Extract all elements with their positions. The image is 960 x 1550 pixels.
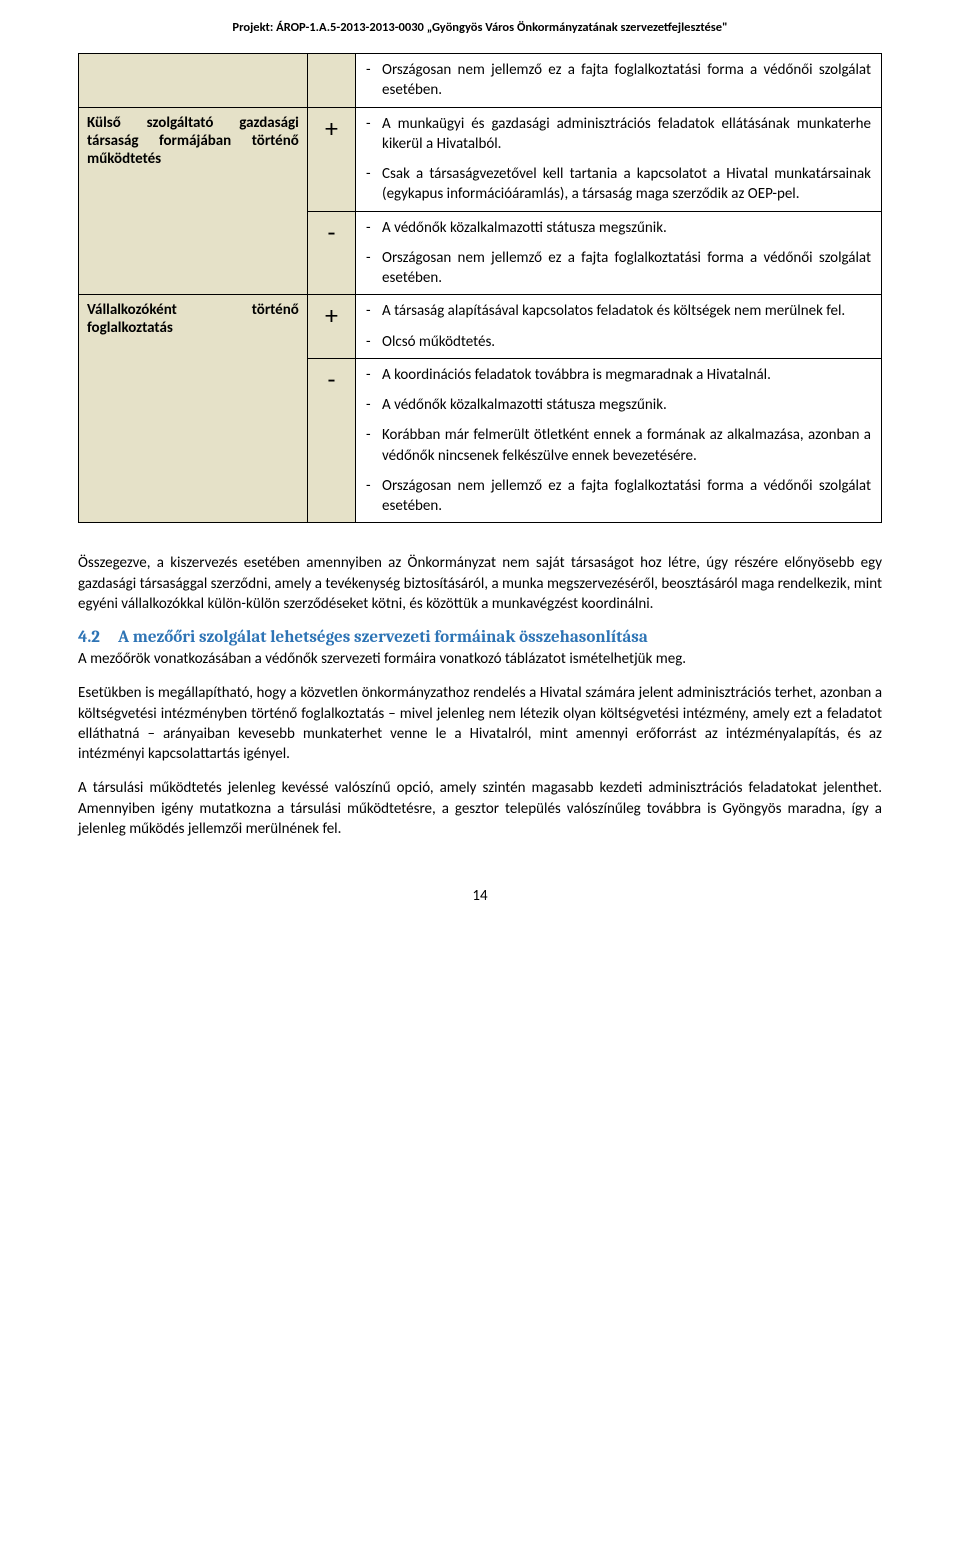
table-row: Vállalkozóként történő foglalkoztatás + … xyxy=(79,295,882,359)
summary-paragraph: Összegezve, a kiszervezés esetében amenn… xyxy=(78,553,882,614)
list-item: A társaság alapításával kapcsolatos fela… xyxy=(380,301,871,321)
section-title: A mezőőri szolgálat lehetséges szervezet… xyxy=(118,628,648,647)
list-item: Országosan nem jellemző ez a fajta fogla… xyxy=(380,248,871,289)
row-content: A koordinációs feladatok továbbra is meg… xyxy=(356,358,882,523)
label-part: Vállalkozóként xyxy=(87,301,177,319)
list-item: Országosan nem jellemző ez a fajta fogla… xyxy=(380,476,871,517)
list-item: A koordinációs feladatok továbbra is meg… xyxy=(380,365,871,385)
section-heading: 4.2 A mezőőri szolgálat lehetséges szerve… xyxy=(78,628,882,647)
page-header: Projekt: ÁROP-1.A.5-2013-2013-0030 „Gyön… xyxy=(78,20,882,35)
row-content: A védőnők közalkalmazotti státusza megsz… xyxy=(356,211,882,295)
list-item: Csak a társaságvezetővel kell tartania a… xyxy=(380,164,871,205)
row-label: Külső szolgáltató gazdasági társaság for… xyxy=(79,107,308,295)
label-part: foglalkoztatás xyxy=(87,319,173,337)
row-sign xyxy=(307,54,355,108)
row-sign: + xyxy=(307,107,355,211)
row-content: A munkaügyi és gazdasági adminisztrációs… xyxy=(356,107,882,211)
list-item: Országosan nem jellemző ez a fajta fogla… xyxy=(380,60,871,101)
row-label xyxy=(79,54,308,108)
row-sign: - xyxy=(307,211,355,295)
list-item: A védőnők közalkalmazotti státusza megsz… xyxy=(380,218,871,238)
section-number: 4.2 xyxy=(78,628,100,647)
row-sign: - xyxy=(307,358,355,523)
row-sign: + xyxy=(307,295,355,359)
list-item: Olcsó működtetés. xyxy=(380,332,871,352)
row-label: Vállalkozóként történő foglalkoztatás xyxy=(79,295,308,523)
body-paragraph: A mezőőrök vonatkozásában a védőnők szer… xyxy=(78,649,882,669)
row-content: Országosan nem jellemző ez a fajta fogla… xyxy=(356,54,882,108)
page-number: 14 xyxy=(78,887,882,905)
list-item: A munkaügyi és gazdasági adminisztrációs… xyxy=(380,114,871,155)
table-row: Külső szolgáltató gazdasági társaság for… xyxy=(79,107,882,211)
comparison-table: Országosan nem jellemző ez a fajta fogla… xyxy=(78,53,882,523)
body-paragraph: A társulási működtetés jelenleg kevéssé … xyxy=(78,778,882,839)
table-row: Országosan nem jellemző ez a fajta fogla… xyxy=(79,54,882,108)
body-paragraph: Esetükben is megállapítható, hogy a közv… xyxy=(78,683,882,764)
list-item: A védőnők közalkalmazotti státusza megsz… xyxy=(380,395,871,415)
label-part: történő xyxy=(252,301,299,319)
list-item: Korábban már felmerült ötletként ennek a… xyxy=(380,425,871,466)
row-content: A társaság alapításával kapcsolatos fela… xyxy=(356,295,882,359)
